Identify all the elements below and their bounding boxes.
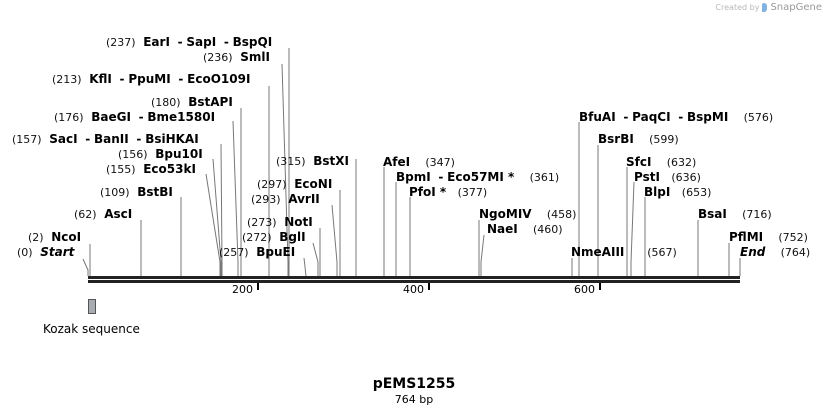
site-label-blpI[interactable]: BlpI (653): [644, 185, 712, 199]
site-label-bsaI[interactable]: BsaI (716): [698, 207, 772, 221]
site-label-baeGI[interactable]: (176) BaeGI - Bme1580I: [54, 110, 216, 124]
site-label-ncoI[interactable]: (2) NcoI: [28, 230, 82, 244]
axis-tick-label-200: 200: [232, 283, 253, 296]
axis-tick-label-400: 400: [403, 283, 424, 296]
snapgene-logo-icon: [762, 3, 768, 12]
plasmid-length: 764 bp: [394, 393, 434, 406]
site-label-nmeAIII[interactable]: NmeAIII (567): [571, 245, 677, 259]
site-label-earI[interactable]: (237) EarI - SapI - BspQI: [106, 35, 273, 49]
site-label-pflMI[interactable]: PflMI (752): [729, 230, 808, 244]
site-label-bpmI[interactable]: BpmI - Eco57MI * (361): [396, 170, 560, 184]
site-label-bfuAI[interactable]: BfuAI - PaqCI - BspMI (576): [579, 110, 774, 124]
site-label-pstI[interactable]: PstI (636): [634, 170, 701, 184]
site-label-bglI[interactable]: (272) BglI: [242, 230, 306, 244]
axis-tick-label-600: 600: [574, 283, 595, 296]
site-label-sfcI[interactable]: SfcI (632): [626, 155, 697, 169]
site-label-bsrBI[interactable]: BsrBI (599): [598, 132, 679, 146]
site-label-eco53kI[interactable]: (155) Eco53kI: [106, 162, 196, 176]
credit-brand: SnapGene: [770, 2, 822, 13]
backbone-bottom-strand: [88, 280, 740, 283]
site-label-start: (0) Start: [17, 245, 75, 259]
snapgene-credit: Created by SnapGene: [715, 2, 822, 13]
kozak-sequence-label: Kozak sequence: [43, 322, 140, 336]
site-leader-lines: [82, 48, 741, 277]
site-label-notI[interactable]: (273) NotI: [247, 215, 313, 229]
site-label-ecoNI[interactable]: (297) EcoNI: [257, 177, 333, 191]
kozak-sequence-feature[interactable]: [88, 299, 96, 314]
backbone-top-strand: [88, 276, 740, 279]
axis-ticks: [257, 283, 601, 290]
site-label-smlI[interactable]: (236) SmlI: [203, 50, 270, 64]
credit-prefix: Created by: [715, 3, 760, 12]
plasmid-name: pEMS1255: [372, 376, 456, 392]
site-label-bstBI[interactable]: (109) BstBI: [100, 185, 173, 199]
site-label-avrII[interactable]: (293) AvrII: [251, 192, 320, 206]
site-label-bstXI[interactable]: (315) BstXI: [276, 154, 349, 168]
site-label-bstAPI[interactable]: (180) BstAPI: [151, 95, 233, 109]
site-label-naeI[interactable]: NaeI (460): [487, 222, 563, 236]
site-label-pfoI[interactable]: PfoI * (377): [409, 185, 488, 199]
site-label-afeI[interactable]: AfeI (347): [383, 155, 455, 169]
site-label-ngoMIV[interactable]: NgoMIV (458): [479, 207, 577, 221]
site-label-sacI[interactable]: (157) SacI - BanII - BsiHKAI: [12, 132, 199, 146]
site-label-ascI[interactable]: (62) AscI: [74, 207, 133, 221]
site-label-kflI[interactable]: (213) KflI - PpuMI - EcoO109I: [52, 72, 251, 86]
site-label-bpu10I[interactable]: (156) Bpu10I: [118, 147, 203, 161]
site-label-end: End (764): [740, 245, 811, 259]
site-label-bpuEI[interactable]: (257) BpuEI: [219, 245, 296, 259]
